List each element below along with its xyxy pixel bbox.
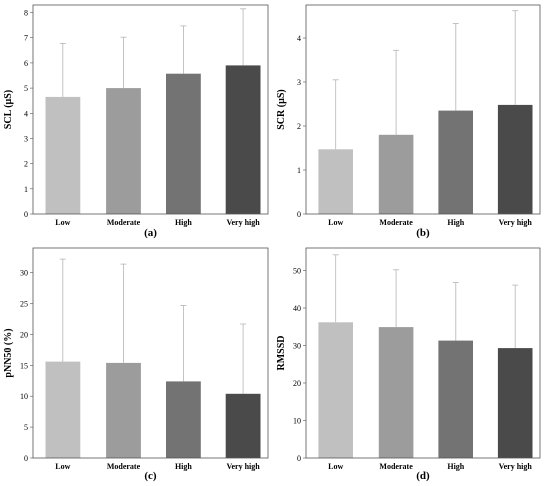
y-tick-label: 6 bbox=[24, 59, 28, 68]
y-tick-label: 30 bbox=[293, 342, 301, 351]
bar-0 bbox=[45, 96, 81, 214]
y-tick-label: 50 bbox=[293, 267, 301, 276]
y-tick-label: 8 bbox=[24, 9, 28, 18]
category-label: Moderate bbox=[107, 462, 141, 471]
y-tick-label: 4 bbox=[297, 34, 301, 43]
bar-3 bbox=[225, 393, 261, 458]
y-tick-label: 10 bbox=[20, 392, 28, 401]
y-tick-label: 0 bbox=[24, 454, 28, 463]
chart-panel-d: Low Moderate High Very high 0 10 20 30 40 50 RMSSD… bbox=[276, 247, 541, 482]
y-tick-label: 30 bbox=[20, 269, 28, 278]
y-axis-label: RMSSD bbox=[276, 335, 287, 370]
category-label: Low bbox=[328, 462, 343, 471]
panel-label: (c) bbox=[144, 470, 157, 482]
plot-frame bbox=[305, 247, 541, 459]
category-label: Very high bbox=[499, 462, 533, 471]
y-tick-label: 2 bbox=[24, 160, 28, 169]
category-label: High bbox=[175, 218, 192, 227]
bar-1 bbox=[378, 327, 414, 458]
category-label: Moderate bbox=[379, 462, 413, 471]
panel-label: (b) bbox=[416, 227, 430, 239]
category-label: Moderate bbox=[379, 218, 413, 227]
category-label: Low bbox=[55, 218, 70, 227]
category-label: Moderate bbox=[107, 218, 141, 227]
bar-3 bbox=[225, 65, 261, 215]
bar-0 bbox=[45, 361, 81, 458]
y-tick-label: 20 bbox=[20, 331, 28, 340]
y-tick-label: 0 bbox=[297, 454, 301, 463]
bar-2 bbox=[438, 340, 473, 458]
bar-3 bbox=[497, 348, 533, 458]
chart-panel-b: Low Moderate High Very high 0 1 2 3 4 SCR (µS) (b) bbox=[276, 4, 541, 239]
category-label: High bbox=[447, 218, 464, 227]
y-tick-label: 5 bbox=[24, 84, 28, 93]
bar-0 bbox=[318, 149, 353, 214]
category-label: Low bbox=[55, 462, 70, 471]
y-tick-label: 15 bbox=[20, 361, 28, 370]
y-tick-label: 2 bbox=[297, 122, 301, 131]
y-tick-label: 7 bbox=[24, 34, 28, 43]
plot-frame bbox=[32, 4, 269, 215]
y-tick-label: 1 bbox=[297, 166, 301, 175]
category-label: High bbox=[447, 462, 464, 471]
bar-0 bbox=[318, 322, 353, 459]
y-tick-label: 3 bbox=[297, 78, 301, 87]
bar-2 bbox=[166, 381, 201, 458]
y-tick-label: 5 bbox=[24, 423, 28, 432]
chart-panel-a: Low Moderate High Very high 0 1 2 3 4 5 6 7 8 SCL (µS… bbox=[3, 4, 269, 239]
bar-2 bbox=[166, 73, 201, 214]
bar-3 bbox=[497, 104, 533, 214]
category-label: Low bbox=[328, 218, 343, 227]
y-tick-label: 25 bbox=[20, 300, 28, 309]
panel-label: (a) bbox=[144, 227, 157, 239]
y-tick-label: 1 bbox=[24, 185, 28, 194]
y-axis-label: pNN50 (%) bbox=[3, 328, 14, 377]
y-axis-label: SCL (µS) bbox=[3, 90, 14, 129]
chart-panel-c: Low Moderate High Very high 0 5 10 15 20 25 30 pNN5… bbox=[3, 247, 269, 482]
category-label: Very high bbox=[499, 218, 533, 227]
y-tick-label: 0 bbox=[24, 210, 28, 219]
y-tick-label: 3 bbox=[24, 135, 28, 144]
y-tick-label: 4 bbox=[24, 109, 28, 118]
y-axis-label: SCR (µS) bbox=[276, 89, 287, 130]
bar-2 bbox=[438, 110, 473, 214]
plot-frame bbox=[32, 247, 269, 459]
bar-1 bbox=[106, 88, 141, 214]
y-tick-label: 20 bbox=[293, 379, 301, 388]
bar-1 bbox=[378, 134, 414, 214]
bar-1 bbox=[106, 362, 141, 458]
category-label: Very high bbox=[226, 218, 260, 227]
y-tick-label: 10 bbox=[293, 417, 301, 426]
plot-frame bbox=[305, 4, 541, 215]
y-tick-label: 0 bbox=[297, 210, 301, 219]
y-tick-label: 40 bbox=[293, 304, 301, 313]
panel-label: (d) bbox=[416, 470, 430, 482]
category-label: Very high bbox=[226, 462, 260, 471]
category-label: High bbox=[175, 462, 192, 471]
